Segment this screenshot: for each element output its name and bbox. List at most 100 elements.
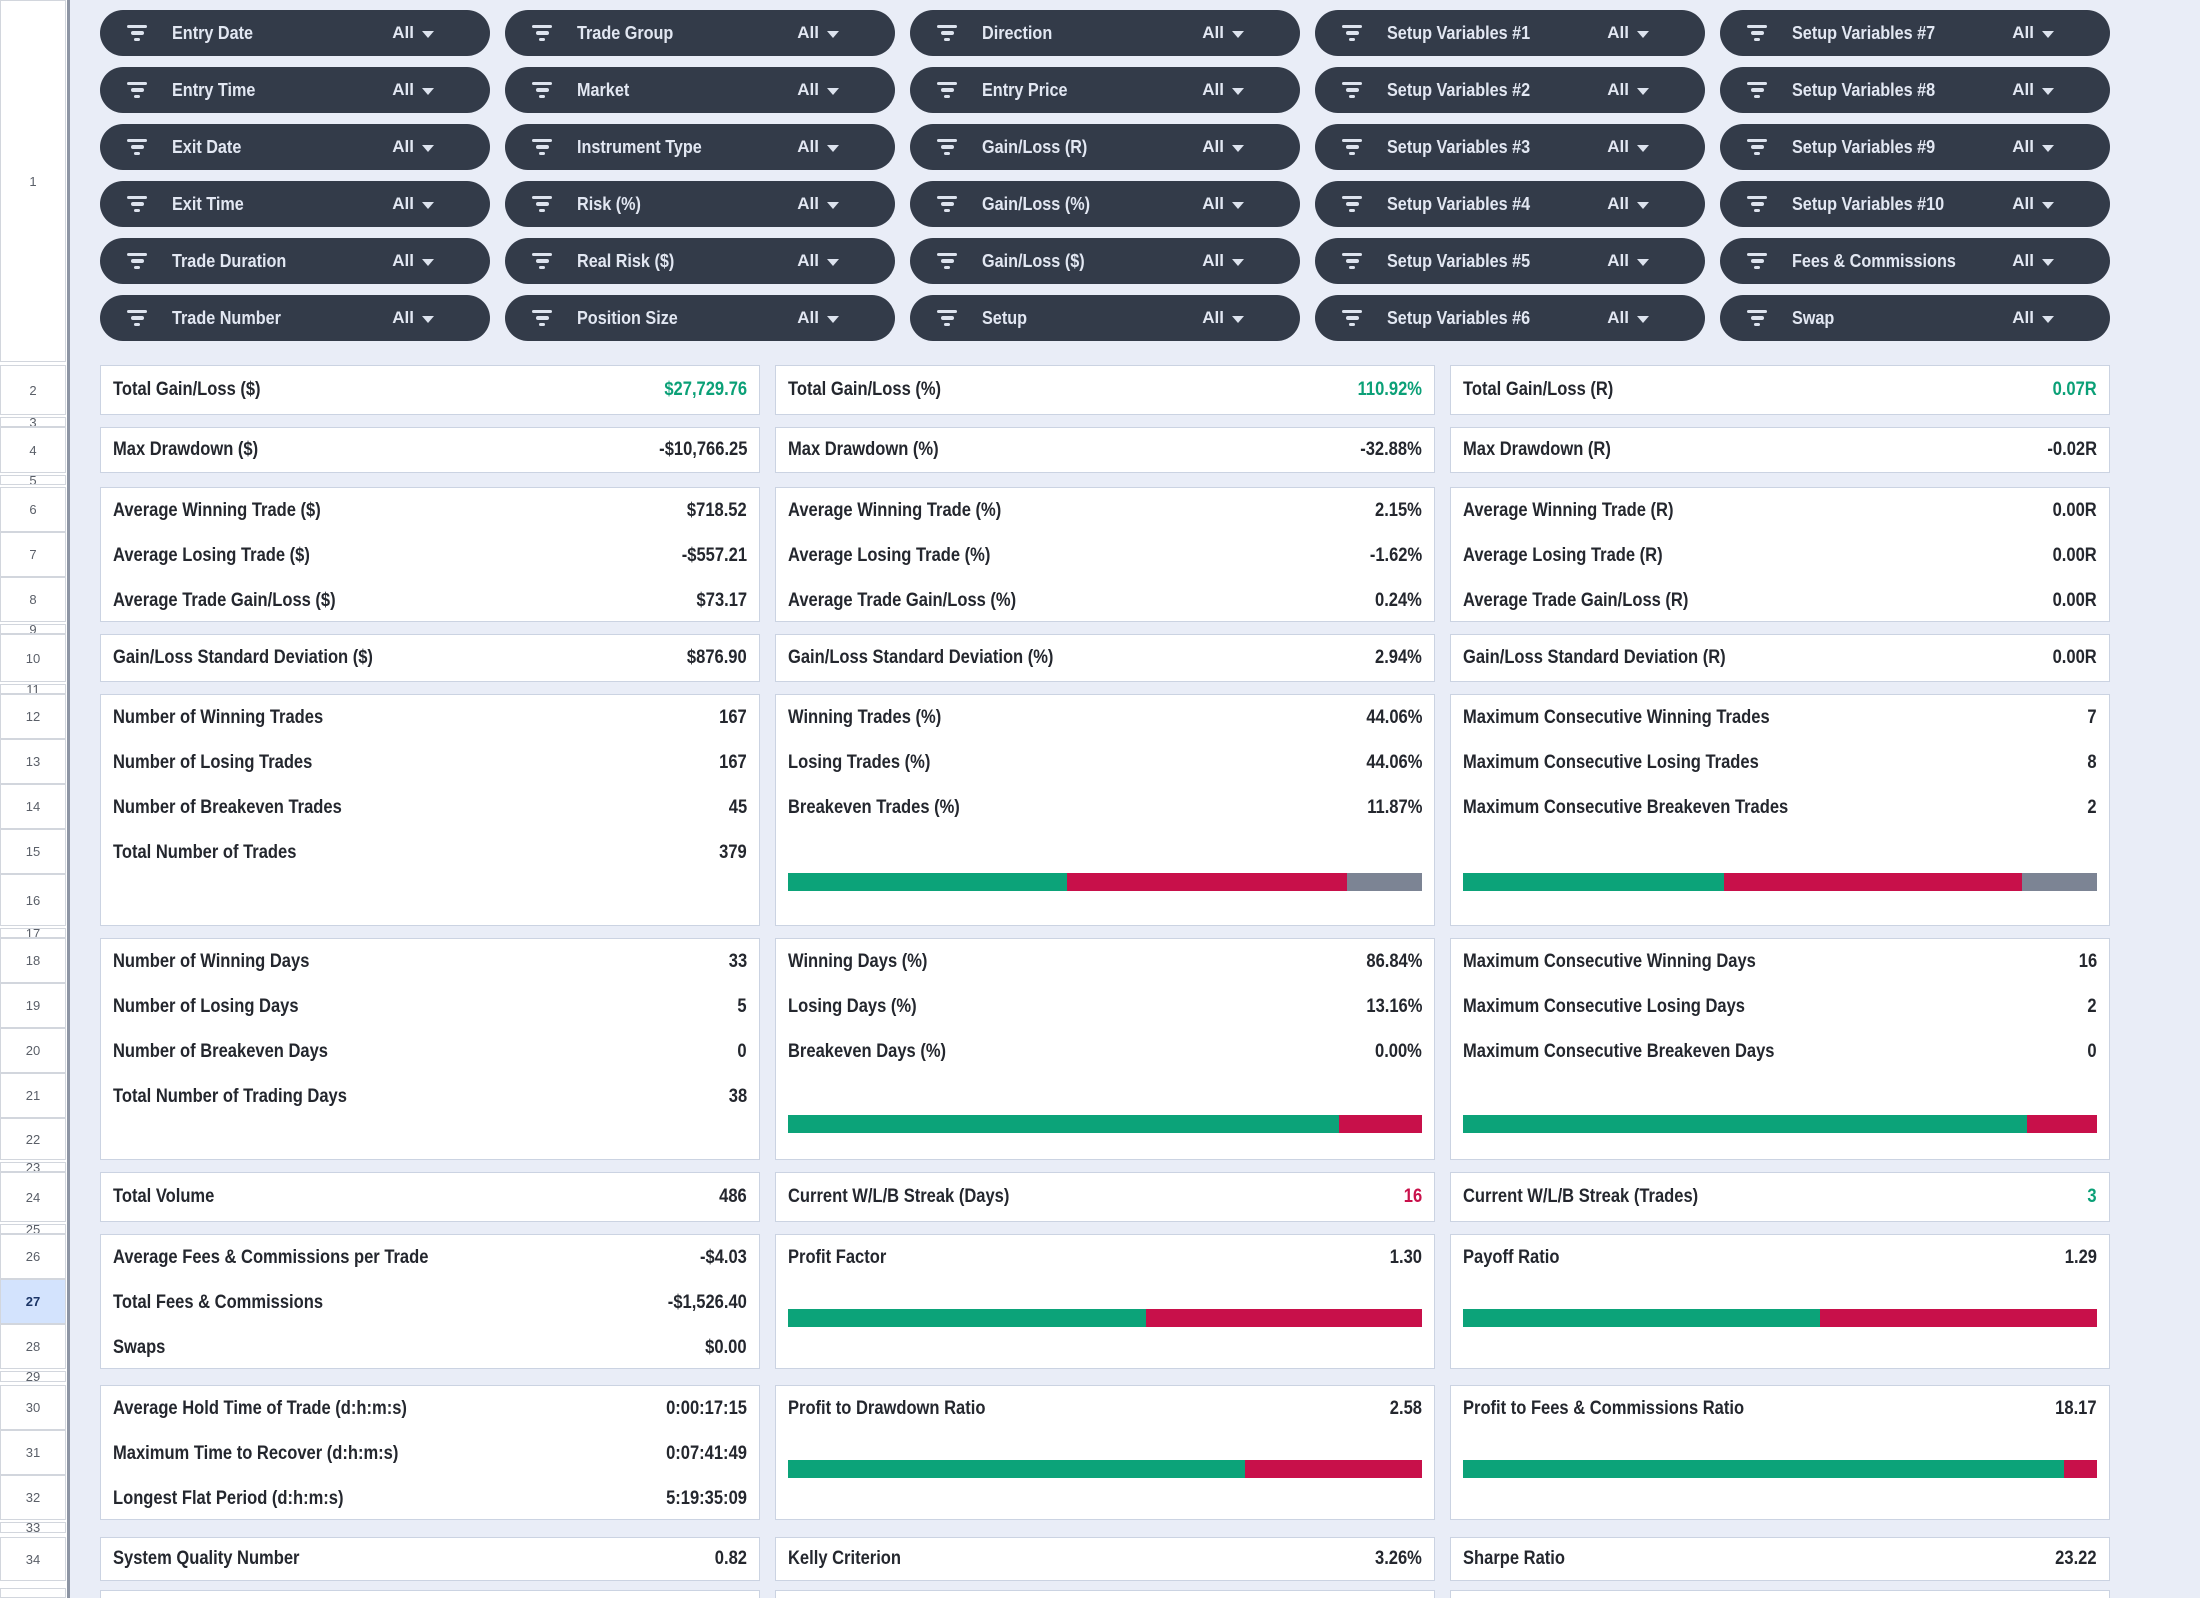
filter-pill-gain-loss-r[interactable]: Gain/Loss (R) All xyxy=(910,124,1300,170)
row-header-25[interactable]: 25 xyxy=(0,1224,66,1234)
filter-pill-setup-variables-7[interactable]: Setup Variables #7 All xyxy=(1720,10,2110,56)
stat-value: -$1,526.40 xyxy=(667,1291,747,1313)
filter-value-dropdown[interactable]: All xyxy=(1202,295,1244,341)
filter-pill-instrument-type[interactable]: Instrument Type All xyxy=(505,124,895,170)
filter-value-dropdown[interactable]: All xyxy=(797,181,839,227)
filter-value-dropdown[interactable]: All xyxy=(797,238,839,284)
filter-pill-setup-variables-9[interactable]: Setup Variables #9 All xyxy=(1720,124,2110,170)
row-header-18[interactable]: 18 xyxy=(0,938,66,983)
row-header-21[interactable]: 21 xyxy=(0,1073,66,1118)
row-header-19[interactable]: 19 xyxy=(0,983,66,1028)
filter-value-dropdown[interactable]: All xyxy=(1607,67,1649,113)
row-header-15[interactable]: 15 xyxy=(0,829,66,874)
filter-value-dropdown[interactable]: All xyxy=(1607,124,1649,170)
row-header-22[interactable]: 22 xyxy=(0,1118,66,1160)
row-header-5[interactable]: 5 xyxy=(0,475,66,485)
filter-pill-setup-variables-1[interactable]: Setup Variables #1 All xyxy=(1315,10,1705,56)
filter-pill-gain-loss[interactable]: Gain/Loss (%) All xyxy=(910,181,1300,227)
row-header-10[interactable]: 10 xyxy=(0,634,66,682)
row-header-11[interactable]: 11 xyxy=(0,684,66,694)
row-header-2[interactable]: 2 xyxy=(0,365,66,415)
stat-label: Average Trade Gain/Loss ($) xyxy=(113,589,336,611)
filter-value-dropdown[interactable]: All xyxy=(1607,295,1649,341)
filter-value-dropdown[interactable]: All xyxy=(1202,67,1244,113)
filter-pill-entry-price[interactable]: Entry Price All xyxy=(910,67,1300,113)
filter-value-dropdown[interactable]: All xyxy=(392,181,434,227)
row-header-20[interactable]: 20 xyxy=(0,1028,66,1073)
filter-value-dropdown[interactable]: All xyxy=(2012,124,2054,170)
filter-pill-exit-time[interactable]: Exit Time All xyxy=(100,181,490,227)
stat-value: 0.24% xyxy=(1375,589,1422,611)
row-header-30[interactable]: 30 xyxy=(0,1385,66,1430)
row-header-26[interactable]: 26 xyxy=(0,1234,66,1279)
filter-pill-trade-number[interactable]: Trade Number All xyxy=(100,295,490,341)
row-header-33[interactable]: 33 xyxy=(0,1522,66,1533)
filter-value-dropdown[interactable]: All xyxy=(1202,238,1244,284)
filter-value-dropdown[interactable]: All xyxy=(797,295,839,341)
filter-pill-trade-duration[interactable]: Trade Duration All xyxy=(100,238,490,284)
filter-value-dropdown[interactable]: All xyxy=(797,10,839,56)
row-header-17[interactable]: 17 xyxy=(0,928,66,938)
filter-value-dropdown[interactable]: All xyxy=(2012,10,2054,56)
stat-card-gain-loss-standard-deviation-r: Gain/Loss Standard Deviation (R) 0.00R xyxy=(1450,634,2110,682)
filter-value-dropdown[interactable]: All xyxy=(2012,67,2054,113)
filter-value-dropdown[interactable]: All xyxy=(1607,181,1649,227)
filter-pill-swap[interactable]: Swap All xyxy=(1720,295,2110,341)
row-header-28[interactable]: 28 xyxy=(0,1324,66,1369)
row-header-29[interactable]: 29 xyxy=(0,1371,66,1382)
filter-value-dropdown[interactable]: All xyxy=(1202,181,1244,227)
row-header-3[interactable]: 3 xyxy=(0,417,66,427)
row-header-7[interactable]: 7 xyxy=(0,532,66,577)
filter-value-dropdown[interactable]: All xyxy=(392,10,434,56)
filter-value-dropdown[interactable]: All xyxy=(2012,238,2054,284)
row-header-12[interactable]: 12 xyxy=(0,694,66,739)
row-header-24[interactable]: 24 xyxy=(0,1172,66,1222)
filter-value-dropdown[interactable]: All xyxy=(392,238,434,284)
filter-pill-gain-loss[interactable]: Gain/Loss ($) All xyxy=(910,238,1300,284)
filter-value-dropdown[interactable]: All xyxy=(392,295,434,341)
filter-value-dropdown[interactable]: All xyxy=(392,67,434,113)
filter-pill-fees-commissions[interactable]: Fees & Commissions All xyxy=(1720,238,2110,284)
filter-value-dropdown[interactable]: All xyxy=(1607,10,1649,56)
row-header-31[interactable]: 31 xyxy=(0,1430,66,1475)
row-header-9[interactable]: 9 xyxy=(0,624,66,634)
filter-pill-setup[interactable]: Setup All xyxy=(910,295,1300,341)
row-header-23[interactable]: 23 xyxy=(0,1162,66,1172)
filter-pill-entry-date[interactable]: Entry Date All xyxy=(100,10,490,56)
row-header-6[interactable]: 6 xyxy=(0,487,66,532)
filter-value-dropdown[interactable]: All xyxy=(1607,238,1649,284)
filter-pill-setup-variables-8[interactable]: Setup Variables #8 All xyxy=(1720,67,2110,113)
filter-value-dropdown[interactable]: All xyxy=(392,124,434,170)
row-header-8[interactable]: 8 xyxy=(0,577,66,622)
filter-pill-setup-variables-3[interactable]: Setup Variables #3 All xyxy=(1315,124,1705,170)
filter-value-dropdown[interactable]: All xyxy=(1202,124,1244,170)
filter-pill-position-size[interactable]: Position Size All xyxy=(505,295,895,341)
row-header-1[interactable]: 1 xyxy=(0,0,66,362)
filter-value-dropdown[interactable]: All xyxy=(2012,181,2054,227)
filter-pill-entry-time[interactable]: Entry Time All xyxy=(100,67,490,113)
filter-pill-trade-group[interactable]: Trade Group All xyxy=(505,10,895,56)
row-header-13[interactable]: 13 xyxy=(0,739,66,784)
row-header-16[interactable]: 16 xyxy=(0,874,66,926)
filter-pill-setup-variables-6[interactable]: Setup Variables #6 All xyxy=(1315,295,1705,341)
row-header-34[interactable]: 34 xyxy=(0,1537,66,1581)
filter-pill-setup-variables-10[interactable]: Setup Variables #10 All xyxy=(1720,181,2110,227)
stat-row: Number of Losing Trades 167 xyxy=(101,740,759,785)
filter-pill-exit-date[interactable]: Exit Date All xyxy=(100,124,490,170)
filter-pill-market[interactable]: Market All xyxy=(505,67,895,113)
filter-pill-setup-variables-4[interactable]: Setup Variables #4 All xyxy=(1315,181,1705,227)
row-header-4[interactable]: 4 xyxy=(0,427,66,473)
filter-value-dropdown[interactable]: All xyxy=(1202,10,1244,56)
filter-pill-setup-variables-2[interactable]: Setup Variables #2 All xyxy=(1315,67,1705,113)
filter-pill-direction[interactable]: Direction All xyxy=(910,10,1300,56)
row-header-32[interactable]: 32 xyxy=(0,1475,66,1520)
filter-pill-setup-variables-5[interactable]: Setup Variables #5 All xyxy=(1315,238,1705,284)
filter-value-dropdown[interactable]: All xyxy=(797,124,839,170)
filter-pill-real-risk[interactable]: Real Risk ($) All xyxy=(505,238,895,284)
row-header-27[interactable]: 27 xyxy=(0,1279,66,1324)
filter-value-dropdown[interactable]: All xyxy=(797,67,839,113)
filter-value-dropdown[interactable]: All xyxy=(2012,295,2054,341)
row-header-14[interactable]: 14 xyxy=(0,784,66,829)
filter-pill-risk[interactable]: Risk (%) All xyxy=(505,181,895,227)
row-header-partial[interactable] xyxy=(0,1588,66,1598)
